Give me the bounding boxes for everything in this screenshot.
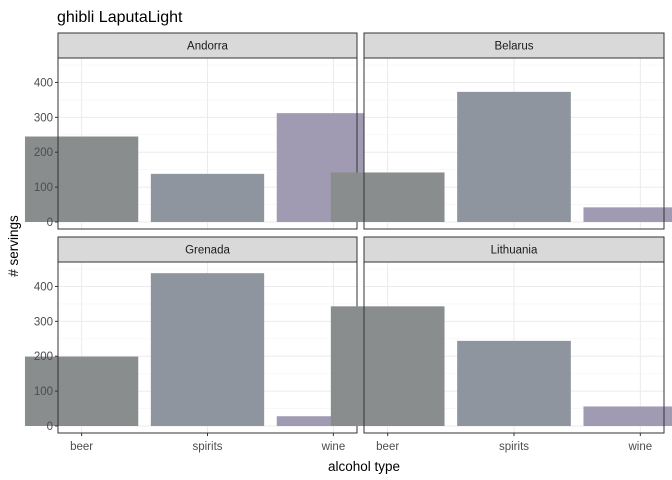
bar-grenada-beer [24,356,139,426]
facet-strip-label: Andorra [187,41,229,53]
y-tick-label: 0 [47,421,53,433]
bar-andorra-spirits [150,173,265,222]
bar-belarus-wine [583,207,672,222]
panel-border [57,57,358,230]
bar-lithuania-wine [583,406,672,426]
y-tick-label: 100 [34,182,53,194]
facet-panel-grenada: Grenada 0 100 200 300 400 beer spirits wine [24,236,391,453]
y-tick-label: 300 [34,112,53,124]
facet-strip-label: Grenada [185,245,230,257]
bar-belarus-spirits [457,91,571,222]
y-tick-label: 300 [34,316,53,328]
x-tick-label-spirits: spirits [499,441,529,453]
facet-panel-lithuania: Lithuania beer spirits wine [330,236,672,453]
x-tick-label-spirits: spirits [192,441,222,453]
y-axis-title: # servings [6,215,21,277]
bar-andorra-beer [24,136,139,222]
bar-lithuania-beer [330,306,445,426]
bar-lithuania-spirits [457,340,571,426]
facet-strip-label: Belarus [495,41,534,53]
y-tick-label: 200 [34,351,53,363]
chart-title: ghibli LaputaLight [57,9,183,26]
panel-border [363,57,665,230]
y-tick-label: 400 [34,77,53,89]
x-tick-label-beer: beer [70,441,93,453]
x-tick-label-beer: beer [376,441,399,453]
facet-strip [363,32,665,59]
facet-strip-label: Lithuania [491,245,538,257]
facet-strip [363,236,665,263]
y-tick-label: 400 [34,281,53,293]
y-tick-label: 0 [47,217,53,229]
facet-strip [57,32,358,59]
x-axis-title: alcohol type [328,459,400,474]
y-tick-label: 200 [34,147,53,159]
x-tick-label-wine: wine [627,441,652,453]
facet-panel-belarus: Belarus [330,32,672,230]
x-tick-label-wine: wine [321,441,346,453]
facet-panels: Andorra 0 100 200 300 400 Belarus Grenada 0 100 20… [24,32,672,453]
y-tick-label: 100 [34,386,53,398]
bar-grenada-spirits [150,273,265,426]
bar-belarus-beer [330,172,445,222]
